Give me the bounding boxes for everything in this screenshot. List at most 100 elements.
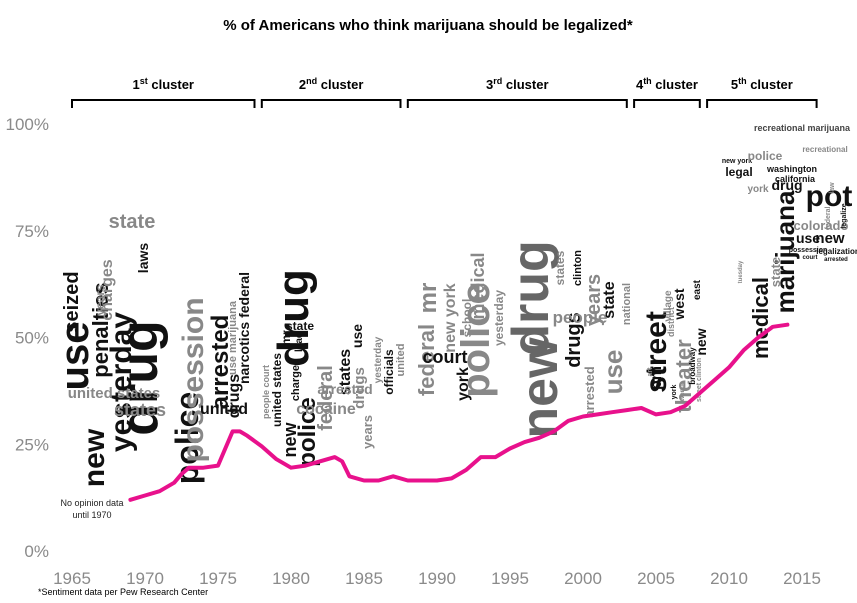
word-cloud-word: charges <box>290 359 302 401</box>
cluster-bracket <box>406 99 628 108</box>
chart-title: % of Americans who think marijuana shoul… <box>223 17 633 34</box>
word-cloud-word: yesterday <box>492 290 506 346</box>
word-cloud-word: arrested <box>207 315 234 410</box>
x-tick-label: 1970 <box>126 569 164 588</box>
y-tick-label: 100% <box>6 115 49 134</box>
x-tick-label: 1990 <box>418 569 456 588</box>
word-cloud-word: art <box>647 367 654 377</box>
word-cloud-word: law <box>829 182 836 194</box>
word-cloud-word: charges <box>99 259 116 320</box>
word-cloud-word: new york <box>442 283 459 352</box>
word-cloud-word: east <box>692 279 703 300</box>
word-cloud-word: people <box>553 308 608 327</box>
word-cloud-word: use <box>796 230 820 246</box>
word-cloud-word: recreational <box>802 145 847 154</box>
word-cloud-word: clinton <box>572 250 584 286</box>
word-cloud-word: california <box>775 174 816 184</box>
word-cloud-word: possession <box>789 247 828 254</box>
word-cloud-word: use <box>349 324 365 348</box>
word-cloud-word: broadway <box>688 347 697 385</box>
word-cloud-word: court <box>423 347 468 367</box>
word-cloud-word: lead <box>294 332 305 352</box>
word-cloud-word: new <box>280 422 300 458</box>
word-cloud-word: officials <box>382 349 396 395</box>
word-cloud-word: states <box>337 349 354 395</box>
word-cloud-word: states <box>553 250 567 285</box>
word-cloud-word: narcotics federal <box>236 272 252 384</box>
x-tick-label: 2005 <box>637 569 675 588</box>
x-tick-label: 2015 <box>783 569 821 588</box>
word-cloud-word: washington <box>766 164 817 174</box>
word-cloud-word: national <box>621 283 633 325</box>
x-tick-label: 1980 <box>272 569 310 588</box>
word-cloud-word: federal <box>825 206 832 229</box>
cluster-brackets: 1st cluster 2nd cluster 3rd cluster 4th clu… <box>71 76 818 108</box>
word-cloud-word: united <box>395 344 407 377</box>
word-cloud-word: colorado <box>794 218 849 233</box>
word-cloud-word: legalize <box>841 203 848 228</box>
word-cloud-word: yesterday <box>105 312 138 452</box>
word-cloud-word: drugs <box>226 374 243 419</box>
cluster-label: 4th cluster <box>636 76 698 92</box>
x-tick-label: 2010 <box>710 569 748 588</box>
word-cloud-word: police <box>748 149 783 163</box>
word-cloud-word: use <box>598 350 628 395</box>
word-cloud-word: medical <box>468 252 488 319</box>
cluster-bracket <box>706 99 818 108</box>
word-cloud-word: mr <box>415 283 442 314</box>
word-cloud-word: school <box>460 299 474 338</box>
word-cloud-word: legalization <box>816 247 857 256</box>
word-cloud-word: years <box>360 415 375 449</box>
word-cloud-word: arrested <box>317 381 372 397</box>
word-cloud-word: new york <box>722 158 752 165</box>
word-cloud-word: state <box>601 281 618 318</box>
cluster-bracket <box>260 99 402 108</box>
word-cloud-word: marijuana <box>770 190 800 313</box>
x-tick-label: 1965 <box>53 569 91 588</box>
y-tick-label: 25% <box>15 435 49 454</box>
word-cloud-word: united <box>200 401 248 418</box>
word-cloud-word: arrested <box>582 366 597 417</box>
word-cloud-word: west <box>671 288 687 320</box>
footnote: *Sentiment data per Pew Research Center <box>38 587 208 597</box>
word-cloud-word: new <box>815 230 845 247</box>
word-cloud-word: york <box>747 184 769 195</box>
word-cloud-word: drug <box>502 240 560 356</box>
word-cloud-word: district <box>666 307 676 337</box>
word-cloud-word: people court <box>261 365 271 419</box>
x-axis: 1965 1970 1975 1980 1985 1990 1995 2000 2005 2010… <box>53 569 821 588</box>
cluster-label: 3rd cluster <box>486 76 548 92</box>
word-cloud-word: new <box>78 428 111 487</box>
word-cloud-word: state <box>768 257 783 287</box>
x-tick-label: 2000 <box>564 569 602 588</box>
cluster-bracket <box>633 99 701 108</box>
no-opinion-annotation: No opinion data until 1970 <box>60 498 123 520</box>
cluster-label: 5th cluster <box>731 76 793 92</box>
cluster-label: 2nd cluster <box>299 76 363 92</box>
word-cloud-word: states <box>114 400 166 420</box>
word-cloud-word: street clinton <box>696 358 703 402</box>
word-cloud-word: use marijuana <box>227 300 239 375</box>
word-cloud-word: drug <box>111 320 169 436</box>
word-cloud-word: possession <box>177 297 210 462</box>
word-cloud-word: state <box>286 319 314 333</box>
cluster-label: 1st cluster <box>133 76 195 92</box>
word-cloud-word: tuesday <box>738 260 744 283</box>
word-cloud-word: years <box>93 284 107 316</box>
word-cloud-word: united states <box>270 353 284 427</box>
x-tick-label: 1995 <box>491 569 529 588</box>
y-tick-label: 50% <box>15 329 49 348</box>
word-cloud-word: police <box>294 397 321 466</box>
word-cloud-word: new <box>693 328 709 355</box>
y-axis: 0% 25% 50% 75% 100% <box>6 115 49 561</box>
y-tick-label: 0% <box>24 542 49 561</box>
word-cloud-word: state <box>109 211 156 233</box>
word-cloud-word: york <box>455 367 472 401</box>
word-cloud-word: laws <box>135 243 151 274</box>
word-cloud-word: drugs <box>351 367 368 409</box>
x-tick-label: 1975 <box>199 569 237 588</box>
word-cloud-word: use <box>53 322 97 391</box>
y-tick-label: 75% <box>15 222 49 241</box>
